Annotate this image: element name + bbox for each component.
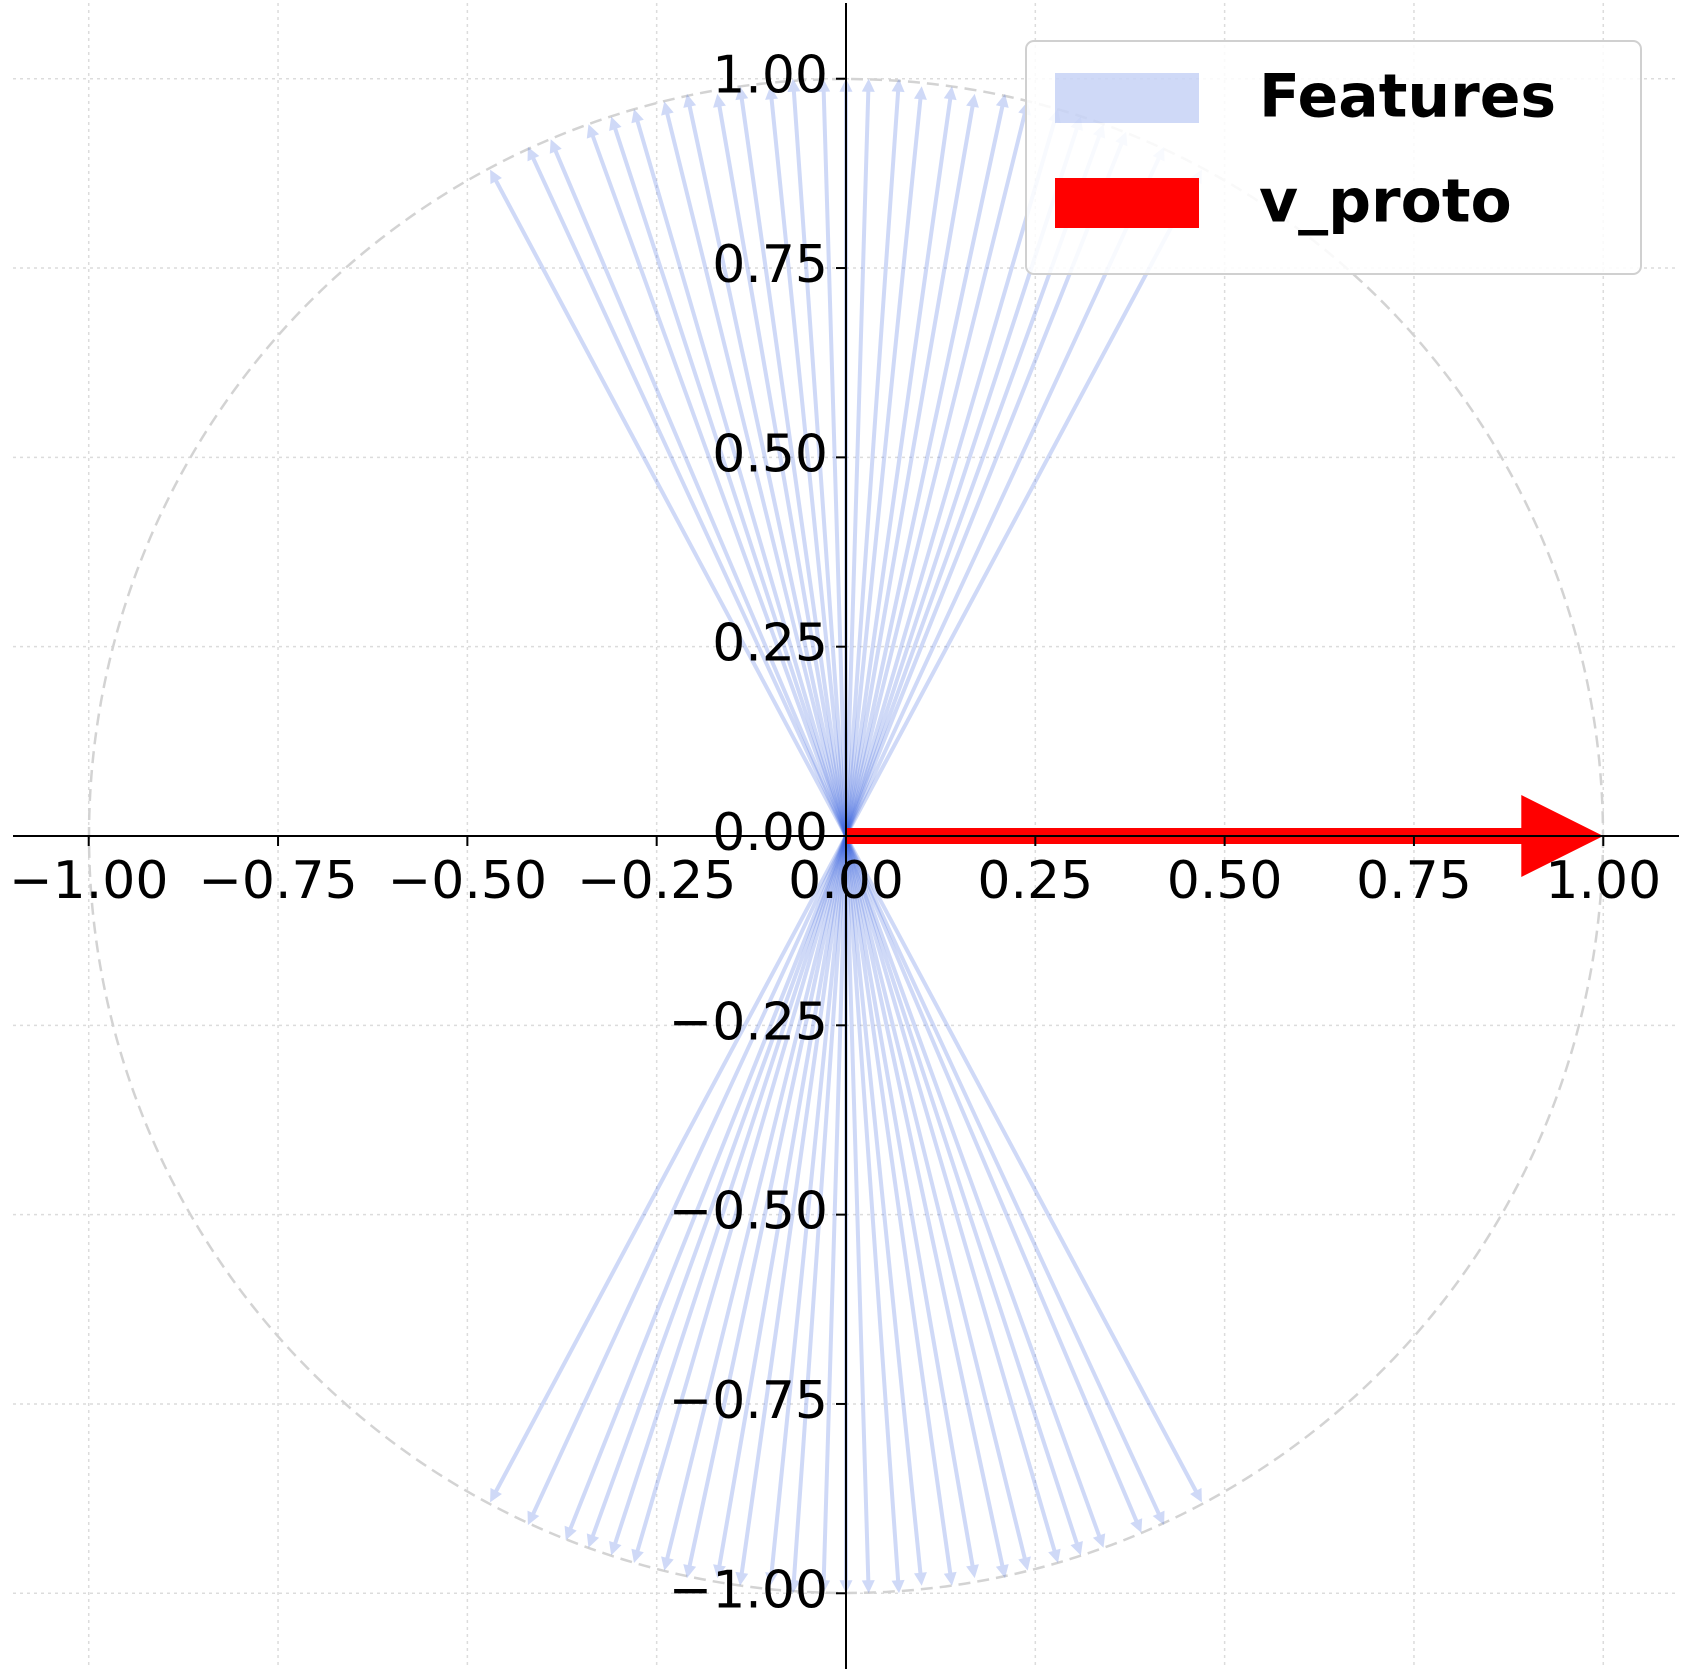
arrow: [844, 86, 927, 837]
arrow: [586, 124, 848, 837]
arrow: [844, 835, 1106, 1548]
arrow: [844, 124, 1106, 837]
x-tick-label: −0.75: [198, 851, 357, 911]
arrow: [490, 169, 848, 837]
arrow: [787, 835, 848, 1594]
arrow: [527, 835, 848, 1526]
y-tick-label: −1.00: [669, 1560, 828, 1620]
arrow: [527, 146, 848, 837]
arrow: [490, 835, 848, 1503]
arrow: [661, 835, 848, 1571]
arrow: [844, 835, 957, 1586]
arrow: [683, 93, 848, 837]
arrow: [844, 835, 979, 1579]
arrow: [844, 131, 1128, 837]
arrow: [844, 835, 905, 1594]
arrow: [844, 146, 1165, 837]
legend-label: Features: [1259, 62, 1556, 132]
axes: −1.00 −0.75 −0.50 −0.25 0.00 0.25 0.50 0.75 1.00…: [9, 3, 1679, 1669]
x-tick-label: −0.50: [388, 851, 547, 911]
arrow: [844, 835, 1202, 1503]
arrow: [631, 835, 848, 1563]
y-tick-label: −0.75: [669, 1371, 828, 1431]
arrow: [661, 101, 848, 837]
arrow: [844, 78, 905, 837]
arrow: [586, 835, 848, 1548]
arrow: [844, 93, 1009, 837]
arrow: [844, 835, 1143, 1533]
arrow: [844, 169, 1202, 837]
arrow: [609, 835, 848, 1556]
arrow: [844, 835, 1083, 1556]
arrow: [735, 835, 848, 1586]
x-tick-label: −0.25: [577, 851, 736, 911]
arrow: [844, 835, 875, 1594]
legend-swatch: [1055, 178, 1199, 228]
y-tick-label: −0.50: [669, 1182, 828, 1242]
arrow: [765, 835, 848, 1586]
arrow: [713, 93, 848, 837]
arrow: [609, 116, 848, 837]
arrow: [564, 835, 848, 1541]
arrow: [844, 835, 1031, 1571]
arrow: [844, 835, 1061, 1563]
arrow: [844, 835, 1009, 1579]
arrows: [490, 78, 1604, 1594]
arrow: [735, 86, 848, 837]
y-tick-label: 0.50: [712, 424, 828, 484]
legend: Features v_proto: [1025, 40, 1642, 275]
x-tick-label: 0.50: [1167, 851, 1283, 911]
arrow: [844, 101, 1031, 837]
arrow: [713, 835, 848, 1579]
arrow: [844, 93, 979, 837]
arrow: [844, 116, 1083, 837]
x-tick-label: −1.00: [9, 851, 168, 911]
arrow: [765, 86, 848, 837]
arrow: [549, 139, 848, 837]
legend-swatch: [1055, 73, 1199, 123]
arrow: [844, 835, 1165, 1526]
arrow: [844, 109, 1061, 837]
arrow: [787, 78, 848, 837]
arrow: [844, 78, 875, 837]
arrow: [844, 835, 927, 1586]
arrow: [844, 86, 957, 837]
y-tick-label: 0.75: [712, 235, 828, 295]
arrow: [631, 109, 848, 837]
y-tick-label: 0.00: [712, 803, 828, 863]
legend-label: v_proto: [1259, 167, 1512, 237]
x-tick-label: 0.25: [977, 851, 1093, 911]
y-tick-label: 0.25: [712, 614, 828, 674]
y-tick-label: −0.25: [669, 992, 828, 1052]
x-tick-label: 0.75: [1356, 851, 1472, 911]
arrow: [683, 835, 848, 1579]
x-tick-label: 1.00: [1545, 851, 1661, 911]
y-tick-label: 1.00: [712, 46, 828, 106]
